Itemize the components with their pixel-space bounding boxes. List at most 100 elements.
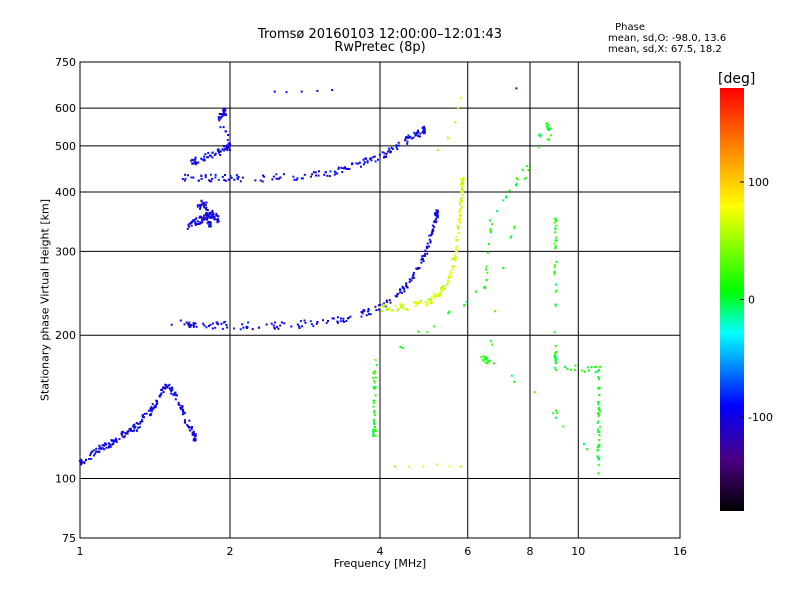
echo-point bbox=[554, 227, 557, 230]
echo-point bbox=[425, 245, 428, 248]
echo-point bbox=[179, 319, 182, 322]
echo-point bbox=[194, 433, 197, 436]
echo-point bbox=[219, 126, 222, 129]
echo-point bbox=[373, 429, 376, 432]
echo-point bbox=[453, 254, 456, 257]
echo-point bbox=[137, 426, 140, 429]
echo-point bbox=[432, 292, 435, 295]
echo-point bbox=[367, 310, 369, 313]
echo-point bbox=[188, 323, 191, 326]
echo-point bbox=[194, 439, 197, 442]
echo-point bbox=[273, 326, 276, 329]
echo-point bbox=[458, 211, 461, 214]
echo-point bbox=[91, 450, 94, 453]
echo-point bbox=[112, 441, 115, 444]
echo-point bbox=[555, 239, 558, 242]
echo-point bbox=[481, 358, 484, 361]
echo-point bbox=[115, 438, 118, 441]
echo-point bbox=[229, 174, 232, 177]
echo-point bbox=[435, 213, 438, 216]
echo-point bbox=[408, 465, 411, 468]
echo-point bbox=[598, 394, 601, 396]
data-points bbox=[78, 87, 602, 475]
echo-point bbox=[199, 221, 202, 224]
echo-point bbox=[211, 209, 214, 212]
echo-point bbox=[199, 204, 202, 207]
echo-point bbox=[138, 426, 141, 429]
plot-grid bbox=[80, 62, 680, 538]
echo-point bbox=[126, 430, 129, 433]
echo-point bbox=[323, 173, 326, 176]
echo-point bbox=[331, 317, 334, 320]
echo-point bbox=[107, 442, 110, 445]
echo-point bbox=[194, 218, 197, 221]
echo-point bbox=[547, 128, 550, 131]
echo-point bbox=[331, 89, 334, 91]
echo-point bbox=[211, 156, 214, 159]
echo-point bbox=[150, 413, 153, 416]
echo-point bbox=[174, 398, 177, 401]
echo-point bbox=[597, 458, 600, 461]
echo-point bbox=[405, 136, 408, 139]
echo-point bbox=[150, 406, 153, 409]
echo-point bbox=[382, 303, 385, 306]
echo-point bbox=[451, 268, 454, 271]
echo-point bbox=[121, 431, 124, 433]
echo-point bbox=[424, 254, 426, 257]
echo-point bbox=[366, 160, 369, 163]
echo-point bbox=[212, 212, 215, 215]
x-axis-ticks: 1 2 4 6 8 10 16 bbox=[77, 545, 688, 558]
echo-point bbox=[80, 458, 83, 461]
echo-point bbox=[387, 307, 390, 310]
echo-point bbox=[422, 254, 425, 257]
echo-point bbox=[221, 327, 224, 330]
echo-point bbox=[222, 110, 225, 113]
echo-point bbox=[201, 221, 204, 224]
echo-point bbox=[200, 177, 203, 180]
echo-point bbox=[199, 205, 202, 208]
echo-point bbox=[374, 429, 377, 432]
echo-point bbox=[590, 366, 593, 369]
echo-point bbox=[182, 410, 184, 413]
echo-point bbox=[225, 323, 228, 326]
echo-point bbox=[373, 411, 376, 414]
echo-point bbox=[597, 376, 600, 379]
echo-point bbox=[341, 171, 344, 173]
echo-point bbox=[237, 175, 240, 178]
echo-point bbox=[480, 355, 483, 358]
echo-point bbox=[204, 174, 207, 177]
echo-point bbox=[417, 135, 420, 138]
echo-point bbox=[487, 360, 490, 363]
echo-point bbox=[349, 315, 352, 318]
echo-point bbox=[314, 171, 317, 174]
echo-point bbox=[554, 283, 557, 286]
echo-point bbox=[219, 113, 222, 115]
echo-point bbox=[483, 356, 486, 359]
echo-point bbox=[396, 295, 398, 298]
echo-point bbox=[406, 140, 409, 143]
echo-point bbox=[486, 271, 489, 274]
y-tick-label: 300 bbox=[55, 245, 76, 258]
echo-point bbox=[196, 205, 199, 208]
echo-point bbox=[597, 420, 600, 423]
echo-point bbox=[90, 457, 93, 460]
x-tick-label: 16 bbox=[673, 545, 687, 558]
echo-point bbox=[554, 416, 557, 419]
echo-point bbox=[415, 267, 418, 270]
echo-point bbox=[405, 282, 408, 285]
echo-point bbox=[427, 298, 429, 301]
echo-point bbox=[539, 133, 542, 136]
echo-point bbox=[201, 203, 204, 206]
echo-point bbox=[546, 138, 549, 141]
echo-point bbox=[123, 435, 126, 438]
echo-point bbox=[162, 391, 165, 394]
echo-point bbox=[78, 460, 81, 462]
echo-point bbox=[177, 401, 180, 404]
echo-point bbox=[136, 429, 138, 432]
echo-point bbox=[293, 178, 296, 181]
echo-point bbox=[428, 245, 431, 248]
echo-point bbox=[316, 321, 319, 324]
echo-point bbox=[442, 289, 444, 292]
echo-point bbox=[299, 320, 302, 322]
echo-point bbox=[339, 320, 342, 323]
